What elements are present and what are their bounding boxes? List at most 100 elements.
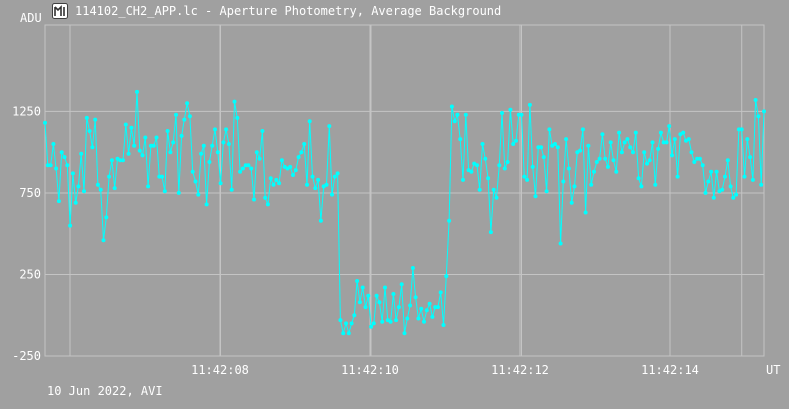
data-point: [307, 119, 312, 124]
title-bar: 114102_CH2_APP.lc - Aperture Photometry,…: [0, 0, 789, 24]
data-point: [539, 145, 544, 150]
y-axis-label: ADU: [20, 11, 42, 25]
data-point: [240, 166, 245, 171]
data-point: [611, 158, 616, 163]
data-point: [672, 137, 677, 142]
data-point: [288, 164, 293, 169]
data-point: [360, 285, 365, 290]
data-point: [756, 114, 761, 119]
data-point: [502, 166, 507, 171]
data-point: [154, 135, 159, 140]
data-point: [218, 181, 223, 186]
data-point: [603, 156, 608, 161]
y-tick-label: -250: [12, 349, 41, 363]
data-point: [692, 160, 697, 164]
data-point: [458, 137, 463, 142]
data-point: [196, 192, 201, 197]
data-point: [168, 150, 173, 155]
window-title: 114102_CH2_APP.lc - Aperture Photometry,…: [75, 4, 502, 18]
data-point: [121, 158, 125, 163]
data-point: [583, 210, 588, 215]
data-point: [260, 129, 265, 133]
data-point: [344, 321, 348, 326]
data-point: [703, 190, 708, 195]
data-point: [174, 112, 178, 117]
data-point: [628, 145, 633, 150]
data-point: [257, 156, 262, 161]
data-point: [408, 303, 413, 308]
data-point: [338, 318, 343, 323]
data-point: [522, 174, 527, 179]
data-point: [689, 150, 694, 155]
data-point: [59, 150, 64, 155]
data-point: [129, 125, 134, 130]
data-point: [511, 142, 516, 146]
data-point: [140, 153, 145, 158]
data-point: [254, 150, 259, 155]
data-point: [374, 293, 379, 298]
data-point: [762, 109, 766, 114]
data-point: [553, 142, 557, 146]
data-point: [422, 319, 426, 324]
footer-date: 10 Jun 2022, AVI: [47, 384, 163, 398]
data-point: [714, 169, 719, 174]
data-point: [430, 314, 435, 319]
data-point: [639, 184, 644, 189]
data-point: [405, 316, 410, 321]
data-point: [444, 274, 449, 279]
data-point: [221, 140, 226, 145]
data-point: [246, 163, 251, 168]
data-point: [73, 200, 78, 205]
data-point: [500, 111, 504, 115]
data-point: [441, 323, 446, 327]
data-point: [299, 150, 304, 155]
data-point: [324, 182, 329, 187]
data-point: [112, 186, 117, 191]
data-point: [185, 101, 190, 106]
data-point: [608, 140, 613, 145]
data-point: [438, 290, 443, 295]
data-point: [402, 331, 407, 336]
data-point: [383, 285, 387, 290]
data-point: [171, 140, 176, 145]
data-point: [410, 266, 415, 270]
y-tick-label: 750: [19, 186, 41, 200]
data-point: [675, 174, 680, 179]
data-point: [658, 130, 663, 135]
data-point: [416, 316, 421, 321]
x-tick-label: 11:42:10: [341, 363, 399, 377]
plot-frame: [44, 24, 765, 357]
data-point: [229, 187, 234, 192]
data-point: [461, 177, 465, 182]
data-point: [480, 142, 485, 146]
data-point: [686, 137, 691, 142]
data-point: [452, 119, 457, 124]
data-point: [213, 127, 217, 132]
app-icon[interactable]: [52, 3, 68, 19]
data-point: [566, 166, 571, 171]
data-point: [76, 184, 81, 189]
data-point: [332, 174, 337, 179]
data-point: [305, 182, 309, 187]
data-point: [346, 331, 351, 336]
data-point: [366, 293, 371, 298]
data-point: [622, 140, 627, 145]
data-point: [653, 182, 658, 187]
data-point: [396, 305, 401, 310]
data-point: [514, 138, 518, 143]
data-point: [424, 308, 429, 313]
data-point: [572, 184, 577, 189]
data-point: [118, 158, 123, 163]
data-point: [391, 292, 396, 296]
data-point: [753, 98, 758, 102]
data-point: [349, 321, 354, 326]
data-point: [636, 176, 641, 181]
data-point: [148, 143, 153, 148]
data-point: [494, 195, 499, 200]
data-point: [605, 164, 610, 169]
data-point: [580, 127, 585, 132]
data-point: [380, 319, 385, 324]
data-point: [146, 184, 151, 189]
data-point: [600, 132, 605, 137]
data-point: [530, 164, 535, 169]
